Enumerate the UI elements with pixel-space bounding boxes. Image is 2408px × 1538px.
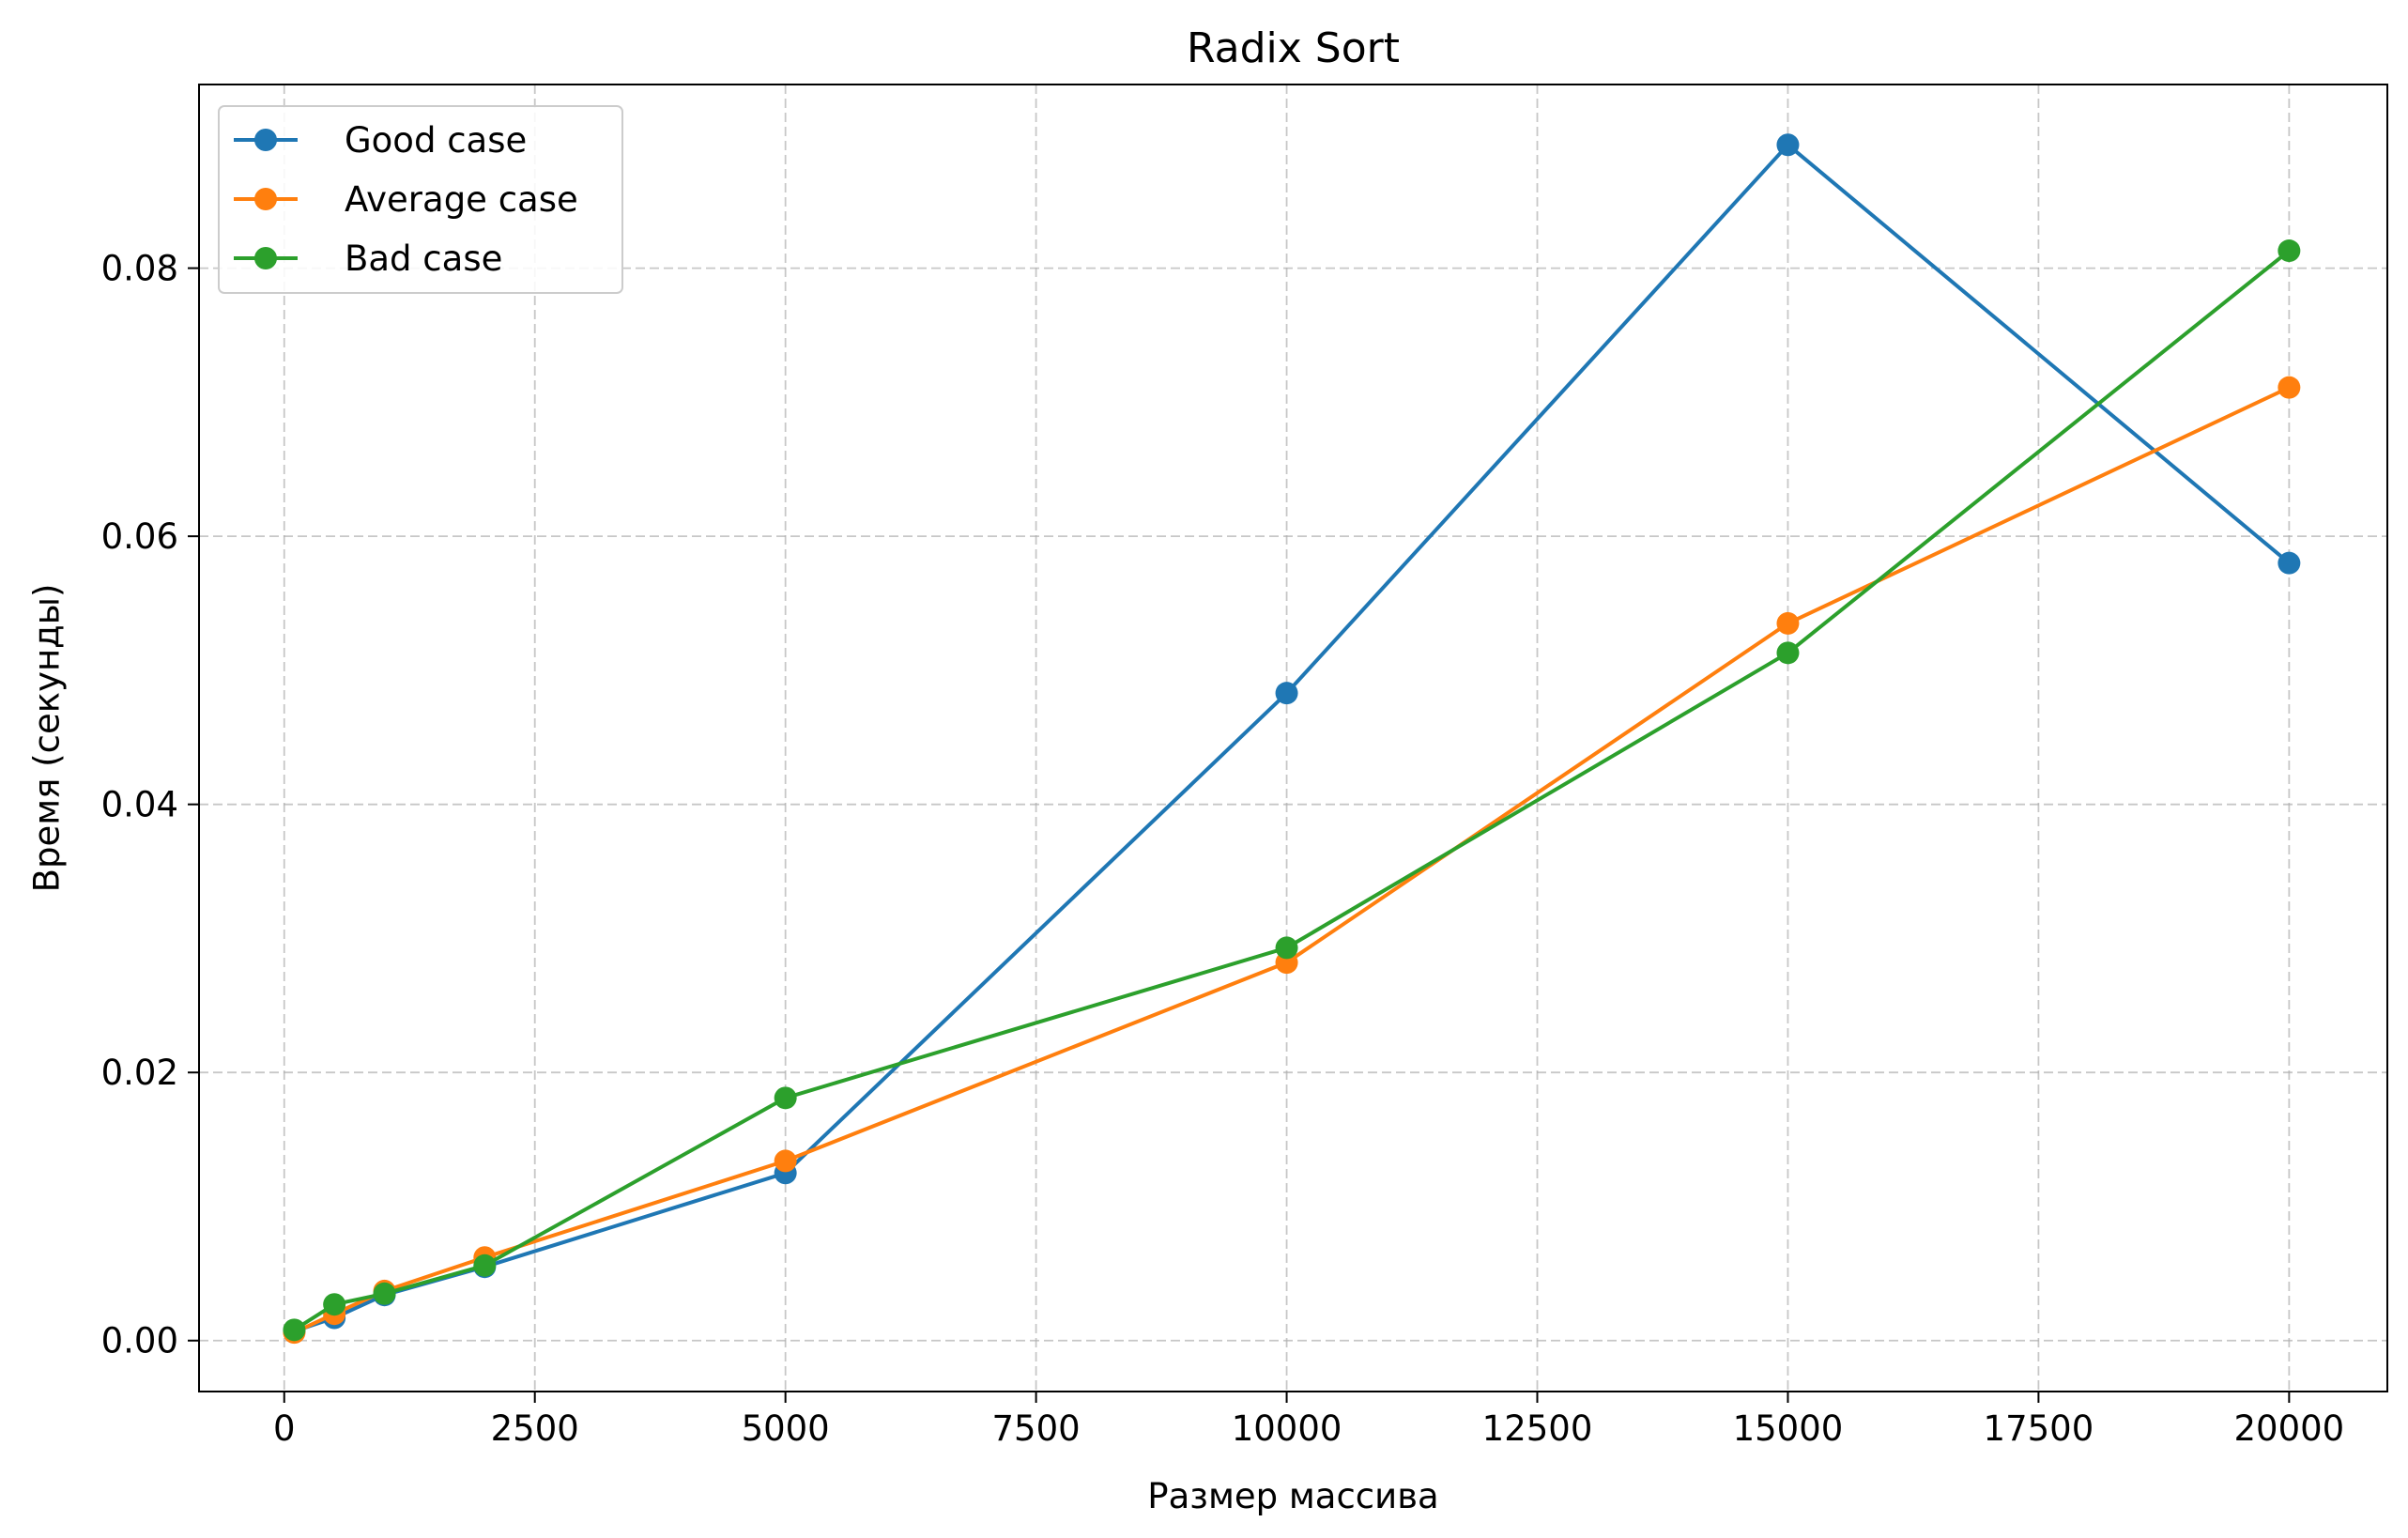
- legend-item: Bad case: [234, 238, 502, 279]
- y-tick-label: 0.06: [101, 516, 178, 557]
- y-tick-label: 0.00: [101, 1321, 178, 1361]
- legend-box: [218, 105, 623, 294]
- legend-marker: [254, 129, 277, 151]
- chart-title: Radix Sort: [1187, 24, 1400, 72]
- legend-item: Good case: [234, 120, 527, 161]
- y-axis-title: Время (секунды): [27, 584, 68, 893]
- x-tick-label: 0: [273, 1408, 296, 1449]
- data-point: [1275, 936, 1298, 960]
- x-tick-label: 10000: [1232, 1408, 1342, 1449]
- plot-frame: [198, 84, 2388, 1392]
- x-tick-label: 15000: [1733, 1408, 1844, 1449]
- y-tick-label: 0.08: [101, 249, 178, 289]
- x-tick-label: 5000: [742, 1408, 830, 1449]
- x-tick-label: 20000: [2234, 1408, 2345, 1449]
- legend-label: Average case: [345, 179, 578, 220]
- data-point: [2278, 239, 2301, 263]
- grid: [199, 85, 2387, 1392]
- y-tick-label: 0.02: [101, 1053, 178, 1093]
- ticks: 0 2500 5000 7500 10000 12500 15000 17500 20000 0.…: [101, 249, 2345, 1449]
- data-point: [1776, 133, 1800, 157]
- data-point: [1275, 682, 1298, 705]
- data-point: [373, 1282, 396, 1305]
- series-bad-case: [283, 239, 2301, 1342]
- x-tick-label: 2500: [491, 1408, 579, 1449]
- legend-label: Bad case: [345, 238, 502, 279]
- data-point: [2278, 376, 2301, 399]
- x-tick-label: 12500: [1482, 1408, 1593, 1449]
- data-point: [283, 1318, 306, 1342]
- legend-item: Average case: [234, 179, 578, 220]
- data-point: [323, 1293, 346, 1316]
- legend-label: Good case: [345, 120, 527, 161]
- y-tick-label: 0.04: [101, 785, 178, 825]
- data-point: [774, 1149, 797, 1173]
- data-point: [774, 1086, 797, 1110]
- legend-marker: [254, 247, 277, 269]
- x-axis-title: Размер массива: [1147, 1476, 1438, 1516]
- x-tick-label: 7500: [992, 1408, 1081, 1449]
- series-layer: [283, 133, 2301, 1345]
- data-point: [1776, 641, 1800, 665]
- data-point: [473, 1253, 497, 1277]
- x-tick-label: 17500: [1984, 1408, 2094, 1449]
- legend-marker: [254, 188, 277, 210]
- data-point: [2278, 551, 2301, 575]
- legend: Good case Average case Bad case: [218, 105, 623, 294]
- data-point: [1776, 611, 1800, 635]
